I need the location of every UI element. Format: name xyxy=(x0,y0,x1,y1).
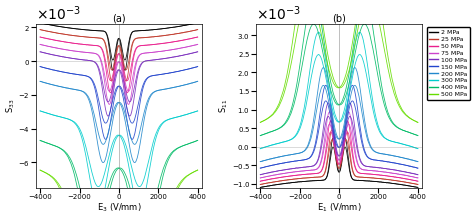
Y-axis label: S$_{11}$: S$_{11}$ xyxy=(218,99,230,113)
Y-axis label: S$_{33}$: S$_{33}$ xyxy=(4,99,17,113)
Title: (a): (a) xyxy=(112,13,126,23)
Legend: 2 MPa, 25 MPa, 50 MPa, 75 MPa, 100 MPa, 150 MPa, 200 MPa, 300 MPa, 400 MPa, 500 : 2 MPa, 25 MPa, 50 MPa, 75 MPa, 100 MPa, … xyxy=(427,27,470,100)
X-axis label: E$_3$ (V/mm): E$_3$ (V/mm) xyxy=(97,201,141,214)
Title: (b): (b) xyxy=(332,13,346,23)
X-axis label: E$_1$ (V/mm): E$_1$ (V/mm) xyxy=(317,201,362,214)
